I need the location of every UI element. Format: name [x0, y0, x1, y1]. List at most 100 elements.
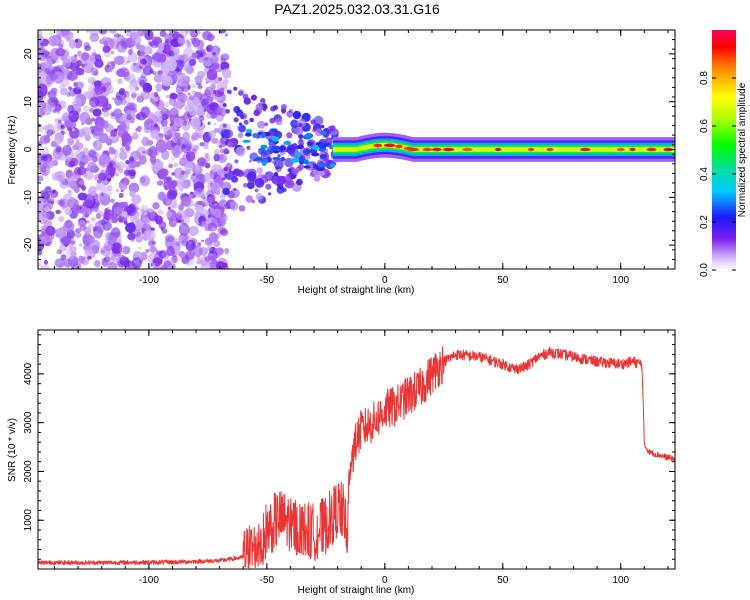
- heatmap-cell: [99, 184, 107, 194]
- heatmap-cell: [219, 213, 228, 223]
- heatmap-cell: [292, 110, 302, 120]
- heatmap-cell: [84, 199, 93, 206]
- heatmap-cell: [105, 164, 116, 177]
- heatmap-cell: [125, 222, 136, 234]
- heatmap-cell: [320, 124, 325, 129]
- heatmap-cell: [616, 147, 625, 152]
- heatmap-cell: [140, 71, 147, 79]
- heatmap-cell: [73, 142, 84, 151]
- heatmap-cell: [129, 190, 136, 197]
- heatmap-cell: [230, 188, 240, 199]
- heatmap-cell: [143, 229, 152, 239]
- heatmap-cell: [122, 114, 128, 121]
- heatmap-cell: [88, 185, 97, 197]
- heatmap-cell: [264, 171, 275, 181]
- heatmap-cell: [174, 135, 183, 143]
- heatmap-cell: [192, 144, 200, 152]
- heatmap-cell: [124, 90, 128, 94]
- heatmap-cell: [212, 52, 216, 56]
- heatmap-cell: [62, 112, 71, 121]
- heatmap-cell: [58, 119, 62, 124]
- heatmap-cell: [39, 134, 51, 145]
- heatmap-cell: [66, 37, 71, 42]
- heatmap-cell: [59, 264, 63, 268]
- heatmap-cell: [93, 124, 104, 137]
- heatmap-cell: [87, 223, 93, 228]
- heatmap-cell: [158, 168, 169, 177]
- heatmap-cell: [203, 107, 207, 112]
- heatmap-cell: [131, 92, 137, 98]
- heatmap-cell: [188, 30, 199, 37]
- heatmap-cell: [221, 68, 232, 79]
- heatmap-cell: [206, 103, 216, 115]
- heatmap-cell: [54, 191, 58, 196]
- heatmap-cell: [188, 94, 195, 101]
- heatmap-cell: [69, 199, 73, 203]
- heatmap-cell: [92, 48, 96, 54]
- heatmap-cell: [38, 75, 47, 84]
- heatmap-cell: [222, 187, 230, 196]
- heatmap-cell: [136, 146, 147, 159]
- heatmap-cell: [190, 116, 201, 130]
- heatmap-cell: [84, 250, 90, 256]
- colorbar-tick-label: 0.2: [699, 215, 710, 229]
- heatmap-cell: [187, 92, 191, 96]
- heatmap-cell: [120, 178, 125, 184]
- heatmap-cell: [211, 204, 216, 209]
- colorbar-tick-label: 0.0: [699, 263, 710, 277]
- heatmap-cell: [213, 153, 220, 162]
- heatmap-cell: [196, 259, 203, 265]
- heatmap-cell: [106, 174, 111, 179]
- heatmap-cell: [191, 37, 201, 48]
- heatmap-cell: [185, 151, 196, 162]
- heatmap-cell: [197, 84, 203, 89]
- heatmap-cell: [273, 149, 280, 154]
- heatmap-cell: [47, 102, 56, 112]
- heatmap-cell: [200, 178, 204, 182]
- heatmap-cell: [181, 136, 191, 145]
- heatmap-cell: [110, 198, 115, 203]
- heatmap-cell: [79, 179, 85, 185]
- x-tick-label: -100: [139, 275, 159, 286]
- heatmap-cell: [121, 39, 131, 47]
- heatmap-cell: [114, 172, 120, 177]
- heatmap-cell: [66, 70, 78, 81]
- heatmap-cell: [208, 130, 217, 139]
- heatmap-cell: [246, 171, 257, 182]
- heatmap-cell: [170, 108, 178, 116]
- heatmap-cell: [165, 211, 173, 218]
- heatmap-cell: [252, 133, 258, 138]
- heatmap-cell: [200, 93, 205, 97]
- heatmap-cell: [188, 193, 194, 198]
- colorbar-label: Normalized spectral amplitude: [737, 82, 748, 217]
- heatmap-cell: [220, 61, 230, 71]
- heatmap-cell: [167, 206, 171, 210]
- heatmap-cell: [580, 147, 591, 152]
- heatmap-cell: [203, 139, 210, 147]
- heatmap-cell: [314, 128, 323, 137]
- heatmap-cell: [68, 110, 80, 123]
- heatmap-cell: [155, 250, 162, 255]
- heatmap-cell: [155, 139, 167, 153]
- heatmap-cell: [90, 217, 96, 222]
- heatmap-cell: [383, 143, 396, 148]
- x-tick-label: -100: [139, 575, 159, 586]
- heatmap-cell: [214, 148, 220, 156]
- heatmap-cell: [527, 147, 535, 152]
- heatmap-cell: [208, 55, 219, 64]
- heatmap-cell: [90, 67, 99, 76]
- heatmap-cell: [257, 120, 266, 129]
- heatmap-cell: [91, 244, 100, 254]
- heatmap-cell: [173, 117, 184, 127]
- heatmap-cell: [183, 47, 194, 61]
- heatmap-cell: [161, 107, 167, 113]
- heatmap-cell: [260, 133, 266, 139]
- heatmap-cell: [122, 246, 131, 255]
- heatmap-cell: [89, 96, 100, 108]
- heatmap-cell: [206, 69, 218, 81]
- heatmap-cell: [395, 144, 403, 149]
- heatmap-cell: [149, 155, 157, 163]
- heatmap-cell: [75, 65, 80, 70]
- y-tick-label: -20: [23, 237, 34, 252]
- heatmap-cell: [130, 62, 140, 73]
